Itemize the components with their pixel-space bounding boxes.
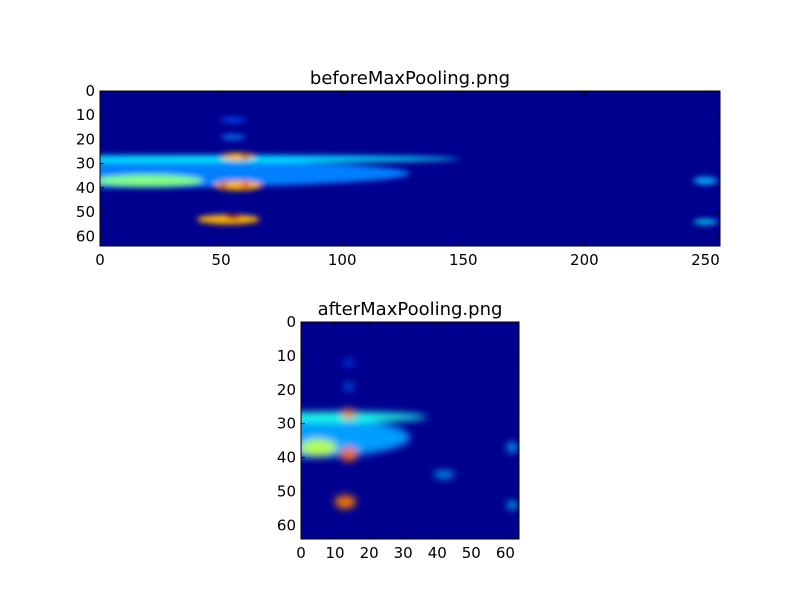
y-tick-label: 60: [277, 516, 296, 534]
heatmap-cell: [241, 153, 249, 159]
y-tick-label: 60: [76, 227, 95, 245]
y-tick-label: 10: [277, 347, 296, 365]
y-tick-label: 30: [277, 415, 296, 433]
heatmap-cell: [507, 442, 518, 453]
y-tick-label: 40: [76, 179, 95, 197]
y-tick-label: 20: [277, 381, 296, 399]
heatmap-features: [100, 117, 718, 225]
heatmap-cell: [342, 495, 349, 501]
heatmap-cell: [507, 501, 518, 509]
heatmap-cell: [221, 152, 255, 161]
x-tick-label: 200: [570, 251, 599, 269]
x-tick-label: 20: [360, 544, 379, 562]
heatmap-features: [301, 359, 518, 509]
after-max-pooling-axes: afterMaxPooling.png 0 10 20 30 40 50 600102030…: [277, 299, 520, 562]
x-tick-label: 60: [496, 544, 515, 562]
heatmap-image: [301, 322, 519, 539]
x-tick-label: 150: [449, 251, 478, 269]
heatmap-cell: [196, 214, 260, 225]
y-tick-label: 40: [277, 449, 296, 467]
heatmap-cell: [100, 174, 203, 187]
heatmap-cell: [221, 117, 246, 123]
heatmap-cell: [219, 183, 228, 188]
heatmap-cell: [301, 438, 337, 456]
heatmap-cell: [221, 134, 246, 140]
heatmap-cell: [693, 176, 718, 185]
y-tick-label: 0: [286, 313, 296, 331]
heatmap-cell: [335, 494, 356, 509]
y-tick-label: 0: [85, 82, 95, 100]
x-tick-label: 40: [428, 544, 447, 562]
heatmap-cell: [344, 383, 353, 390]
y-tick-label: 50: [76, 203, 95, 221]
chart-title: beforeMaxPooling.png: [310, 68, 510, 89]
heatmap-cell: [241, 183, 249, 188]
x-tick-label: 250: [691, 251, 720, 269]
heatmap-cell: [344, 359, 353, 367]
y-tick-label: 30: [76, 155, 95, 173]
x-tick-label: 50: [462, 544, 481, 562]
heatmap-cell: [100, 155, 459, 163]
heatmap-cell: [433, 471, 455, 478]
x-tick-label: 10: [326, 544, 345, 562]
before-max-pooling-axes: beforeMaxPooling.png 0 50 100 150 200 250 0 10 2…: [76, 68, 721, 269]
y-tick-label: 10: [76, 106, 95, 124]
heatmap-cell: [213, 180, 263, 191]
heatmap-cell: [341, 451, 347, 457]
y-tick-label: 50: [277, 483, 296, 501]
heatmap-cell: [693, 219, 718, 225]
heatmap-cell: [347, 449, 353, 456]
y-tick-label: 20: [76, 130, 95, 148]
x-tick-label: 0: [95, 251, 105, 269]
x-tick-label: 0: [296, 544, 306, 562]
chart-title: afterMaxPooling.png: [318, 299, 503, 320]
x-tick-label: 30: [394, 544, 413, 562]
axes-frame: [300, 321, 520, 540]
heatmap-image: [100, 91, 720, 246]
heatmap-cell: [349, 411, 355, 417]
axes-frame: [99, 90, 721, 247]
heatmap-cell: [225, 214, 241, 220]
x-tick-label: 100: [328, 251, 357, 269]
heatmap-cell: [301, 411, 428, 423]
x-tick-label: 50: [212, 251, 231, 269]
